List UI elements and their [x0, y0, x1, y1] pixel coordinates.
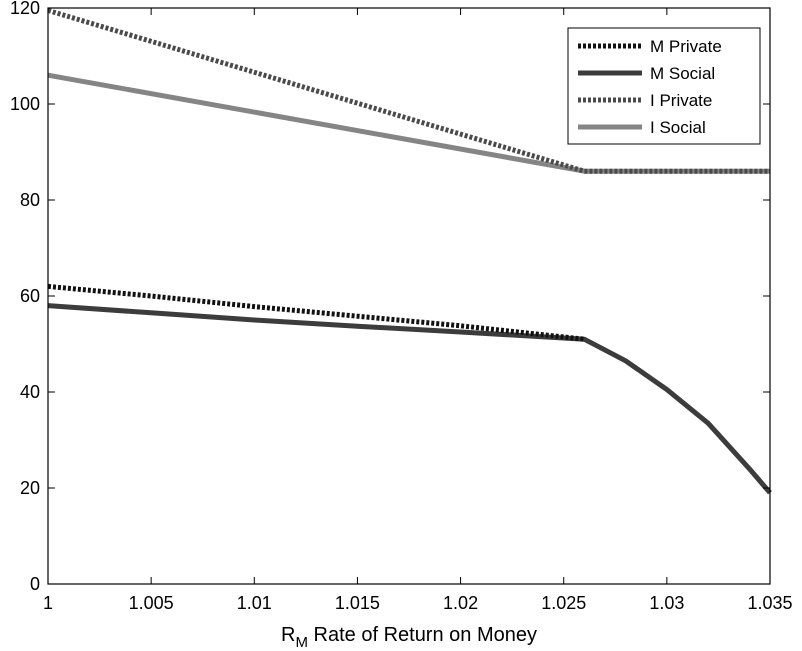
legend-label-m-private: M Private	[650, 37, 722, 56]
y-tick-label: 80	[20, 190, 40, 210]
x-tick-label: 1.025	[541, 593, 586, 613]
x-tick-label: 1.005	[129, 593, 174, 613]
legend-label-i-private: I Private	[650, 91, 712, 110]
x-tick-label: 1.03	[649, 593, 684, 613]
x-tick-label: 1	[43, 593, 53, 613]
y-tick-label: 100	[10, 94, 40, 114]
y-tick-label: 120	[10, 0, 40, 18]
x-axis-title-main: R	[281, 624, 295, 646]
x-tick-label: 1.035	[747, 593, 792, 613]
series-line-m-social	[47, 303, 772, 495]
series-layer	[47, 8, 772, 495]
series-line-i-private	[47, 8, 770, 174]
y-tick-label: 0	[30, 574, 40, 594]
x-tick-label: 1.015	[335, 593, 380, 613]
x-axis-title-rest: Rate of Return on Money	[308, 624, 537, 646]
y-tick-label: 40	[20, 382, 40, 402]
x-axis-title-subscript: M	[295, 634, 308, 651]
x-tick-label: 1.01	[237, 593, 272, 613]
legend-label-m-social: M Social	[650, 64, 715, 83]
legend-label-i-social: I Social	[650, 118, 706, 137]
x-tick-label: 1.02	[443, 593, 478, 613]
series-line-m-private	[47, 283, 585, 342]
legend-items: M Private M Social I Private I Social	[578, 37, 722, 137]
x-axis-title: RM Rate of Return on Money	[281, 624, 537, 651]
y-tick-label: 60	[20, 286, 40, 306]
ticks-layer: 1 1.005 1.01 1.015 1.02 1.025 1.03 1.035 0 20 40 60…	[10, 0, 793, 613]
series-line-i-social	[47, 72, 770, 174]
legend: M Private M Social I Private I Social	[567, 27, 761, 145]
y-tick-label: 20	[20, 478, 40, 498]
